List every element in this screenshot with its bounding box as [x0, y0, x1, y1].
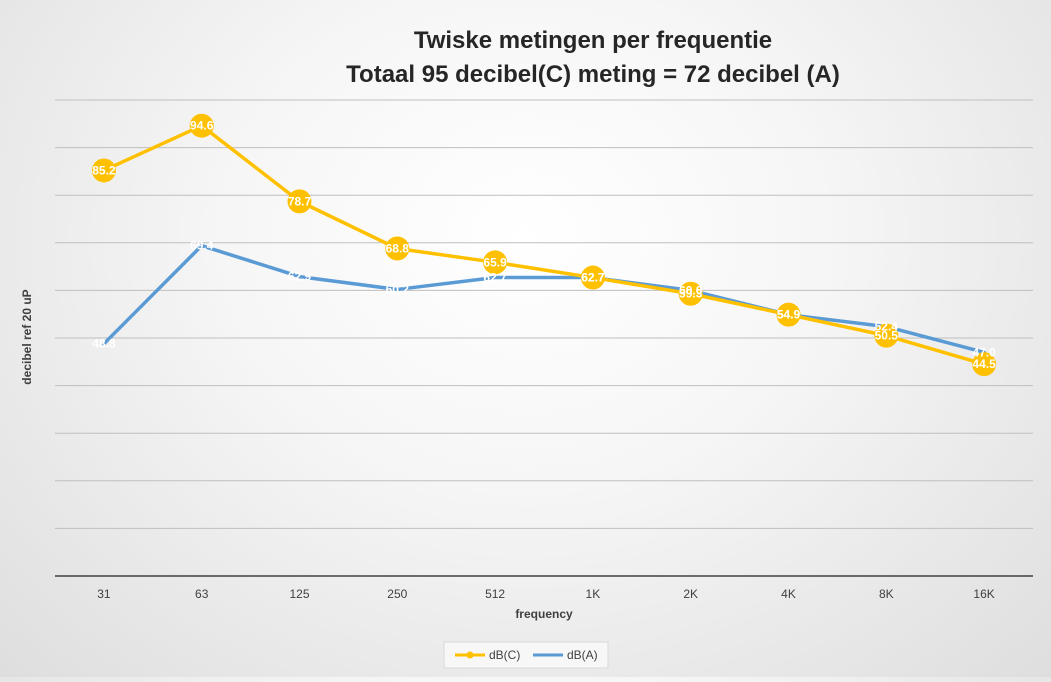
x-tick-label: 63 — [195, 587, 209, 601]
series-layer — [91, 113, 997, 377]
data-label-dbc: 59.3 — [679, 287, 703, 301]
x-tick-label: 2K — [683, 587, 698, 601]
x-tick-label: 1K — [586, 587, 601, 601]
data-point-dbc — [874, 323, 899, 348]
x-tick-label: 512 — [485, 587, 505, 601]
x-tick-label: 4K — [781, 587, 796, 601]
x-tick-label: 125 — [289, 587, 309, 601]
legend-marker-dbc — [466, 651, 474, 659]
data-label-dba: 52.4 — [875, 320, 899, 334]
data-labels: 48.8 69.4 62.9 60.2 62.7 62.7 60.0 54.9 52.4 47.0… — [92, 119, 996, 371]
data-label-dbc: 94.6 — [190, 119, 214, 133]
chart-title: Twiske metingen per frequentie — [414, 27, 772, 54]
x-tick-label: 31 — [97, 587, 111, 601]
data-label-dbc: 68.8 — [386, 242, 410, 256]
data-label-dba: 54.9 — [777, 308, 801, 322]
data-label-dba: 62.7 — [581, 271, 605, 285]
gridlines — [55, 99, 1033, 529]
data-label-dba: 69.4 — [190, 239, 214, 253]
data-label-dba: 62.7 — [483, 271, 507, 285]
x-tick-label: 8K — [879, 587, 894, 601]
data-point-dbc — [580, 265, 605, 290]
data-label-dba: 60.2 — [386, 282, 410, 296]
data-point-dbc — [385, 236, 410, 261]
data-label-dbc: 50.5 — [875, 329, 899, 343]
data-label-dbc: 54.9 — [777, 308, 801, 322]
series-line-dba — [102, 243, 986, 355]
data-point-dbc — [776, 302, 801, 327]
data-point-dbc — [678, 281, 703, 306]
data-label-dba: 62.9 — [288, 270, 312, 284]
data-label-dba: 60.0 — [679, 283, 703, 297]
x-tick-label: 16K — [973, 587, 994, 601]
data-point-dbc — [91, 158, 116, 183]
series-line-dbc — [102, 123, 986, 366]
data-point-dbc — [972, 352, 997, 377]
x-tick-label: 250 — [387, 587, 407, 601]
data-label-dba: 48.8 — [92, 337, 116, 351]
x-axis-title: frequency — [515, 607, 573, 621]
data-label-dbc: 78.7 — [288, 194, 312, 208]
data-label-dbc: 62.7 — [581, 271, 605, 285]
data-label-dbc: 85.2 — [92, 163, 116, 177]
data-point-dbc — [189, 113, 214, 138]
data-point-dbc — [287, 189, 312, 214]
chart-subtitle: Totaal 95 decibel(C) meting = 72 decibel… — [346, 61, 840, 88]
data-label-dbc: 44.5 — [972, 357, 996, 371]
data-label-dbc: 65.9 — [483, 255, 507, 269]
x-tick-labels: 31 63 125 250 512 1K 2K 4K 8K 16K — [97, 587, 995, 601]
legend-label-dbc: dB(C) — [489, 648, 520, 662]
y-axis-title: decibel ref 20 uP — [20, 289, 34, 384]
data-point-dbc — [483, 250, 508, 275]
data-label-dba: 47.0 — [972, 345, 996, 359]
legend: dB(C) dB(A) — [443, 641, 609, 669]
legend-label-dba: dB(A) — [567, 648, 598, 662]
